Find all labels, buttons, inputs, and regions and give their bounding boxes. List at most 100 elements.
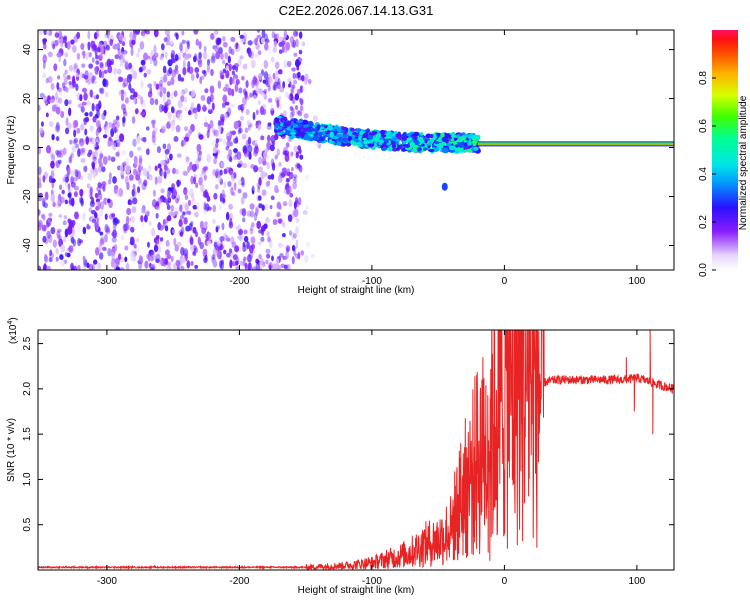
heatmap-cell (172, 167, 176, 175)
heatmap-cell (369, 139, 375, 142)
heatmap-cell (141, 99, 147, 108)
heatmap-cell (219, 260, 223, 269)
heatmap-cell (200, 95, 206, 101)
heatmap-cell (267, 237, 272, 243)
heatmap-cell (166, 167, 171, 175)
heatmap-cell (204, 221, 208, 226)
heatmap-cell (165, 250, 170, 260)
heatmap-cell (160, 159, 166, 166)
heatmap-cell (57, 75, 61, 80)
heatmap-cell (149, 266, 155, 270)
heatmap-cell (42, 60, 46, 70)
heatmap-cell (100, 45, 105, 55)
heatmap-cell (139, 255, 144, 265)
heatmap-cell (264, 78, 269, 86)
heatmap-cell (293, 174, 298, 179)
heatmap-cell (71, 145, 77, 153)
heatmap-cell (167, 214, 171, 220)
spectrogram-x-axis-label: Height of straight line (km) (298, 285, 415, 296)
heatmap-cell (291, 107, 295, 117)
heatmap-cell (219, 169, 223, 176)
heatmap-cell (104, 61, 109, 68)
heatmap-cell (45, 112, 49, 118)
heatmap-cell (258, 166, 263, 173)
heatmap-cell (225, 65, 229, 70)
heatmap-cell (295, 217, 300, 223)
heatmap-cell (56, 228, 62, 233)
heatmap-cell (285, 251, 289, 260)
heatmap-cell (203, 256, 208, 263)
heatmap-cell (128, 174, 134, 181)
heatmap-cell (223, 249, 227, 255)
heatmap-cell (217, 250, 222, 260)
heatmap-cell (63, 215, 68, 220)
heatmap-cell (87, 172, 93, 181)
heatmap-cell (245, 80, 249, 88)
heatmap-cell (257, 122, 262, 131)
heatmap-cell (38, 209, 41, 216)
heatmap-cell (176, 179, 180, 188)
heatmap-cell (84, 70, 89, 79)
snr-x-ticks: -300 -200 -100 0 100 (97, 330, 646, 587)
heatmap-cell (402, 139, 407, 146)
heatmap-cell (145, 126, 150, 131)
heatmap-cell (429, 138, 435, 143)
heatmap-cell (297, 71, 301, 78)
heatmap-cell (131, 206, 137, 214)
heatmap-cell (401, 136, 407, 141)
heatmap-cell (132, 138, 137, 147)
heatmap-cell (99, 153, 104, 159)
heatmap-cell (137, 94, 142, 99)
heatmap-cell (433, 147, 440, 152)
heatmap-cell (51, 153, 56, 163)
heatmap-cell (255, 109, 259, 116)
heatmap-cell (106, 58, 112, 68)
heatmap-cell (336, 141, 342, 146)
heatmap-cell (392, 147, 397, 152)
heatmap-cell (66, 41, 71, 50)
heatmap-cell (228, 63, 232, 72)
heatmap-cell (258, 156, 263, 165)
heatmap-cell (42, 235, 47, 243)
heatmap-cell (228, 203, 233, 210)
heatmap-cell (313, 133, 318, 137)
heatmap-cell (191, 193, 195, 201)
heatmap-cell (310, 253, 316, 259)
heatmap-cell (215, 226, 219, 233)
spectrogram-heatmap (38, 30, 674, 270)
heatmap-cell (210, 32, 215, 40)
heatmap-cell (221, 102, 226, 108)
heatmap-cell (219, 235, 225, 242)
heatmap-cell (79, 147, 84, 155)
heatmap-cell (246, 241, 250, 250)
colorbar-tick-label: 0.8 (698, 71, 709, 85)
heatmap-cell (247, 40, 253, 46)
heatmap-cell (251, 222, 255, 228)
heatmap-cell (234, 245, 240, 253)
heatmap-cell (277, 218, 283, 224)
heatmap-cell (298, 49, 303, 55)
heatmap-cell (254, 207, 259, 217)
heatmap-cell (268, 264, 272, 270)
heatmap-cell (220, 52, 224, 60)
heatmap-cell (190, 102, 194, 111)
heatmap-cell (99, 61, 104, 68)
heatmap-cell (140, 96, 144, 105)
heatmap-cell (223, 168, 228, 175)
heatmap-cell (64, 77, 68, 85)
heatmap-cell (67, 122, 72, 130)
heatmap-cell (293, 250, 297, 256)
heatmap-cell (104, 224, 109, 233)
heatmap-cell (98, 252, 104, 260)
heatmap-cell (107, 178, 112, 185)
heatmap-cell (100, 201, 105, 210)
heatmap-cell (317, 131, 323, 137)
heatmap-cell (121, 162, 127, 167)
heatmap-cell (171, 122, 175, 132)
heatmap-cell (243, 235, 249, 243)
heatmap-cell (160, 43, 165, 51)
heatmap-cell (219, 72, 225, 79)
heatmap-cell (80, 157, 86, 163)
heatmap-cell (212, 218, 216, 225)
heatmap-cell (199, 150, 202, 155)
